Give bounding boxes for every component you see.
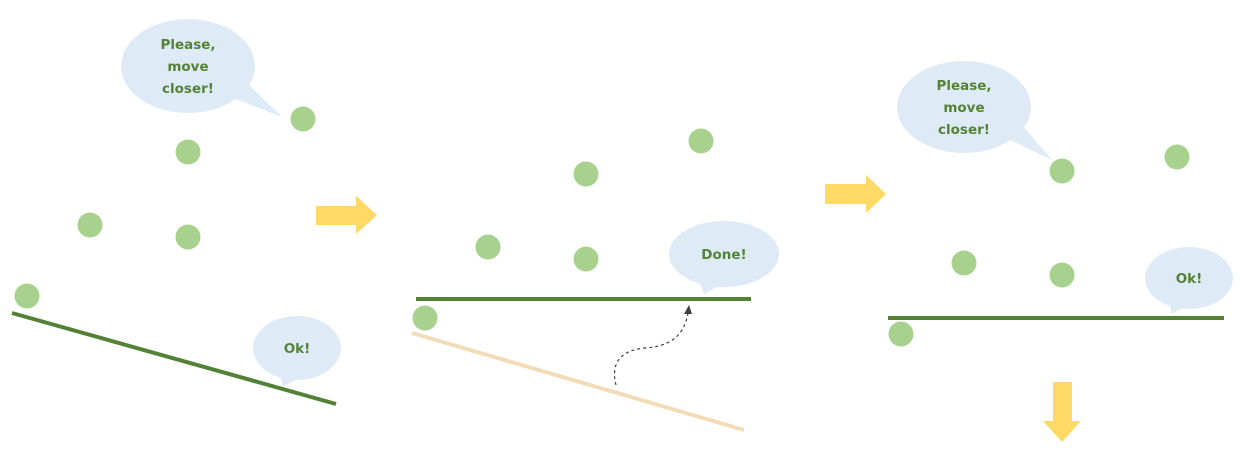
panel-3: Please, move closer! Ok! bbox=[888, 61, 1233, 347]
bubble-line: Ok! bbox=[1176, 271, 1203, 287]
speech-bubble-reply: Done! bbox=[669, 221, 779, 294]
speech-bubble-reply: Ok! bbox=[1145, 247, 1233, 314]
data-point bbox=[175, 139, 201, 165]
curved-arrowhead bbox=[684, 305, 692, 314]
bubble-line: move bbox=[943, 100, 984, 116]
bubble-line: closer! bbox=[938, 122, 990, 138]
arrow-right-icon bbox=[825, 175, 886, 213]
speech-bubble-request: Please, move closer! bbox=[897, 61, 1052, 160]
speech-bubble-reply: Ok! bbox=[253, 316, 341, 387]
bubble-line: Ok! bbox=[284, 341, 311, 357]
data-point bbox=[14, 283, 40, 309]
bubble-line: Please, bbox=[936, 78, 991, 94]
previous-separating-line bbox=[411, 331, 745, 432]
data-point bbox=[1049, 158, 1075, 184]
data-point bbox=[1049, 262, 1075, 288]
curved-arrow-icon bbox=[613, 312, 689, 386]
data-point bbox=[290, 106, 316, 132]
data-point bbox=[175, 224, 201, 250]
data-point bbox=[573, 246, 599, 272]
data-point bbox=[688, 128, 714, 154]
data-point bbox=[888, 321, 914, 347]
bubble-line: closer! bbox=[162, 81, 214, 97]
speech-bubble-request: Please, move closer! bbox=[121, 19, 282, 117]
data-point bbox=[77, 212, 103, 238]
panel-2: Done! bbox=[411, 128, 779, 432]
arrow-right-icon bbox=[316, 196, 377, 234]
arrow-down-icon bbox=[1043, 382, 1081, 442]
data-point bbox=[475, 234, 501, 260]
panel-1: Please, move closer! Ok! bbox=[11, 19, 341, 406]
data-point bbox=[573, 161, 599, 187]
data-point bbox=[951, 250, 977, 276]
bubble-line: Please, bbox=[160, 37, 215, 53]
data-point bbox=[412, 305, 438, 331]
separating-line bbox=[11, 311, 337, 406]
bubble-line: Done! bbox=[701, 247, 746, 263]
bubble-line: move bbox=[167, 59, 208, 75]
data-point bbox=[1164, 144, 1190, 170]
